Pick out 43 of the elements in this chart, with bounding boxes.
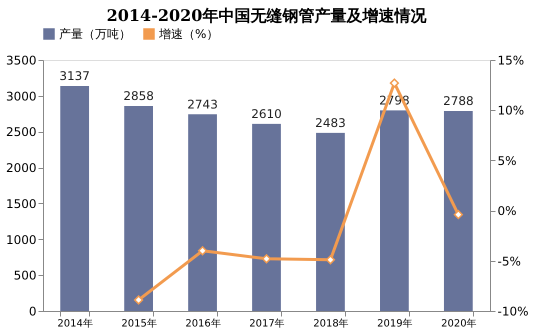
y-tick-label: 1500 [6, 196, 36, 211]
y-tick-label: 0 [28, 304, 36, 318]
data-label: 2788 [443, 94, 474, 108]
point [454, 210, 463, 220]
x-tick-label: 2018年 [313, 318, 349, 330]
y-tick-label: 1000 [6, 232, 36, 247]
data-label: 2483 [315, 116, 346, 130]
y2-tick-label: -5% [498, 254, 521, 268]
legend-label: 产量（万吨） [59, 27, 131, 41]
legend-label: 增速（%） [158, 27, 218, 41]
bar [252, 124, 281, 311]
chart-title: 2014-2020年中国无缝钢管产量及增速情况 [106, 6, 428, 25]
data-label: 2858 [123, 89, 154, 104]
y-tick-label: 2500 [6, 125, 36, 140]
x-tick-label: 2014年 [57, 318, 93, 330]
point [134, 295, 144, 305]
point [326, 255, 336, 264]
data-label: 2743 [187, 97, 218, 112]
bar [124, 106, 153, 311]
x-tick-label: 2017年 [249, 318, 285, 330]
bar [60, 86, 90, 311]
bar [444, 111, 473, 311]
point [390, 78, 400, 88]
y-tick-label: 500 [14, 268, 36, 283]
data-label: 2610 [251, 106, 282, 121]
x-tick-label: 2015年 [121, 318, 157, 330]
bar [188, 114, 217, 311]
x-tick-label: 2016年 [185, 318, 221, 330]
y-tick-label: 3000 [6, 89, 36, 104]
y2-tick-label: 15% [498, 54, 524, 68]
point [262, 254, 272, 264]
bar [380, 110, 409, 311]
y-tick-label: 3500 [6, 54, 36, 68]
y2-tick-label: -10% [498, 304, 529, 318]
y2-tick-label: 0% [498, 204, 517, 218]
point [198, 246, 208, 256]
x-tick-label: 2020年 [441, 318, 477, 330]
y2-tick-label: 5% [498, 154, 517, 168]
data-label: 3137 [59, 69, 90, 84]
bar [316, 132, 345, 311]
y-tick-label: 2000 [6, 161, 36, 176]
y2-tick-label: 10% [498, 104, 524, 118]
x-tick-label: 2019年 [377, 318, 413, 330]
